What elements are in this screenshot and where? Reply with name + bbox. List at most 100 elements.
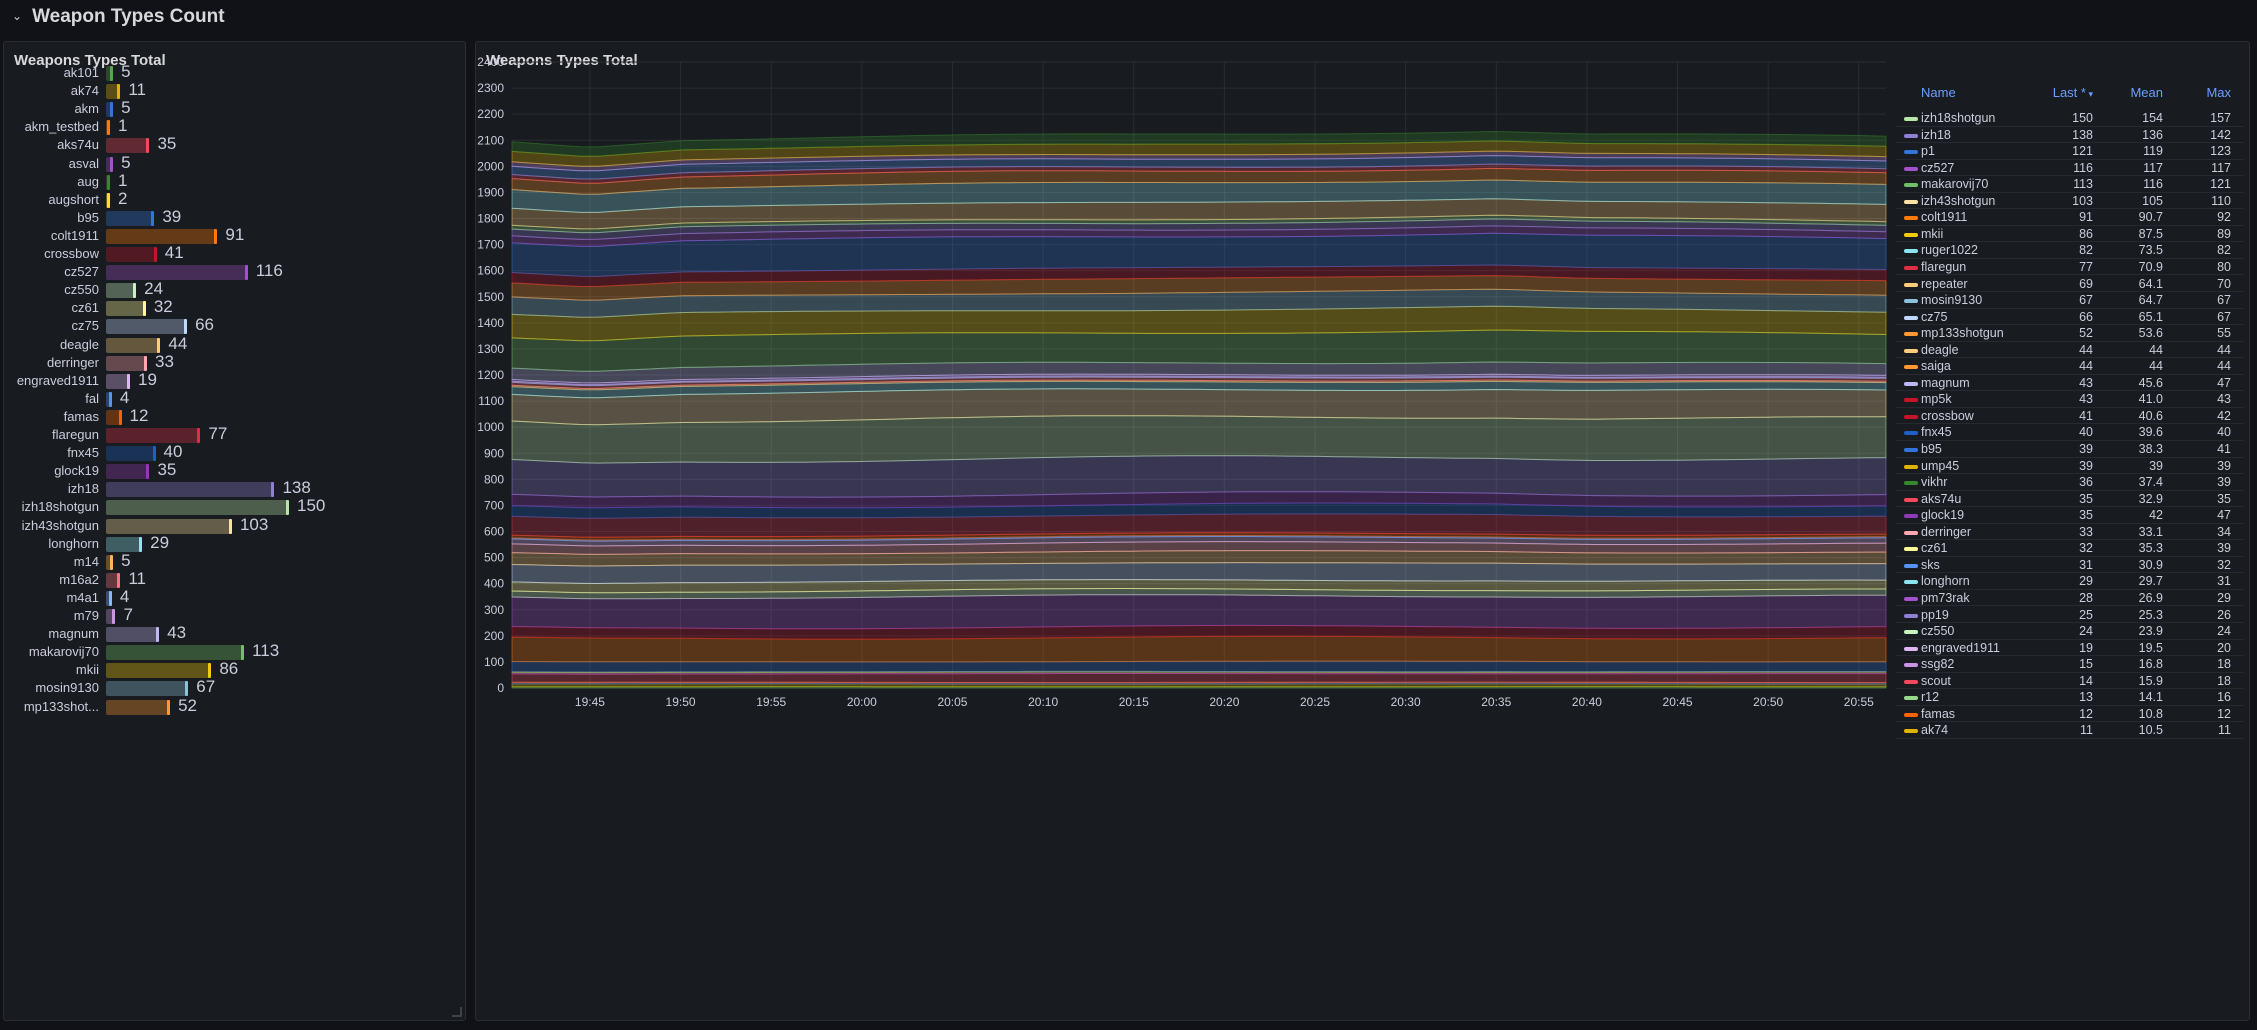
bar-row[interactable]: famas 12 [4,404,464,430]
legend-row[interactable]: engraved1911 19 19.5 20 [1896,640,2244,657]
legend-row[interactable]: mp5k 43 41.0 43 [1896,391,2244,408]
legend-row[interactable]: makarovij70 113 116 121 [1896,176,2244,193]
bar-row[interactable]: magnum 43 [4,621,464,647]
legend-row[interactable]: ak74 11 10.5 11 [1896,722,2244,739]
bar-row[interactable]: aug 1 [4,169,464,195]
legend-last: 67 [2079,293,2093,308]
legend-row[interactable]: izh43shotgun 103 105 110 [1896,193,2244,210]
bar-fill [106,536,143,552]
bar-row[interactable]: fnx45 40 [4,440,464,466]
bar-row[interactable]: cz61 32 [4,295,464,321]
bar-row[interactable]: colt1911 91 [4,223,464,249]
legend-last: 11 [2080,723,2093,738]
bar-row[interactable]: makarovij70 113 [4,639,464,665]
legend-row[interactable]: fnx45 40 39.6 40 [1896,424,2244,441]
bar-row[interactable]: deagle 44 [4,332,464,358]
legend-row[interactable]: longhorn 29 29.7 31 [1896,573,2244,590]
bar-cap [107,174,110,190]
bar-row[interactable]: b95 39 [4,205,464,231]
bar-row[interactable]: izh18 138 [4,476,464,502]
bar-row[interactable]: m16a2 11 [4,567,464,593]
bar-row[interactable]: fal 4 [4,386,464,412]
bar-row[interactable]: mosin9130 67 [4,675,464,701]
bar-row[interactable]: longhorn 29 [4,531,464,557]
bar-row[interactable]: cz527 116 [4,259,464,285]
bar-row[interactable]: izh43shotgun 103 [4,513,464,539]
bar-row[interactable]: m14 5 [4,549,464,575]
legend-mean: 45.6 [2138,375,2163,390]
legend-row[interactable]: aks74u 35 32.9 35 [1896,491,2244,508]
bar-row[interactable]: crossbow 41 [4,241,464,267]
legend-col-max[interactable]: Max [2206,85,2231,100]
bar-row[interactable]: akm_testbed 1 [4,114,464,140]
legend-row[interactable]: cz527 116 117 117 [1896,160,2244,177]
legend-row[interactable]: mosin9130 67 64.7 67 [1896,292,2244,309]
legend-row[interactable]: b95 39 38.3 41 [1896,441,2244,458]
bar-row[interactable]: flaregun 77 [4,422,464,448]
area-series [511,594,1887,630]
legend-row[interactable]: magnum 43 45.6 47 [1896,375,2244,392]
chevron-down-icon[interactable]: ⌄ [12,9,23,23]
legend-row[interactable]: izh18shotgun 150 154 157 [1896,110,2244,127]
bar-cap [110,66,114,81]
legend-row[interactable]: sks 31 30.9 32 [1896,557,2244,574]
bar-row[interactable]: m4a1 4 [4,585,464,611]
bar-row[interactable]: derringer 33 [4,350,464,376]
row-header[interactable]: ⌄ Weapon Types Count [0,0,2257,34]
legend-mean: 44 [2149,359,2163,374]
legend-row[interactable]: saiga 44 44 44 [1896,358,2244,375]
legend-row[interactable]: famas 12 10.8 12 [1896,706,2244,723]
legend-row[interactable]: flaregun 77 70.9 80 [1896,259,2244,276]
legend-col-name[interactable]: Name [1921,85,1956,100]
bar-fill [106,247,157,262]
resize-handle[interactable] [452,1007,462,1017]
legend-row[interactable]: r12 13 14.1 16 [1896,689,2244,706]
legend-col-last[interactable]: Last * ▾ [2008,85,2093,100]
bar-row[interactable]: mp133shot... 52 [4,694,464,720]
legend-row[interactable]: cz550 24 23.9 24 [1896,623,2244,640]
legend-row[interactable]: repeater 69 64.1 70 [1896,276,2244,292]
bar-row[interactable]: akm 5 [4,96,464,122]
bar-row[interactable]: glock19 35 [4,458,464,484]
legend-row[interactable]: mp133shotgun 52 53.6 55 [1896,325,2244,342]
legend-row[interactable]: scout 14 15.9 18 [1896,673,2244,690]
bar-row[interactable]: izh18shotgun 150 [4,494,464,520]
legend-name: magnum [1921,375,1970,390]
legend-col-mean[interactable]: Mean [2130,85,2163,100]
legend-row[interactable]: deagle 44 44 44 [1896,342,2244,359]
bar-row[interactable]: cz75 66 [4,313,464,339]
legend-row[interactable]: cz75 66 65.1 67 [1896,309,2244,326]
legend-row[interactable]: colt1911 91 90.7 92 [1896,209,2244,226]
legend-name: r12 [1921,690,1940,705]
legend-row[interactable]: pp19 25 25.3 26 [1896,607,2244,623]
legend-row[interactable]: izh18 138 136 142 [1896,127,2244,144]
legend-name: mp133shotgun [1921,326,2004,341]
bar-row[interactable]: asval 5 [4,151,464,177]
legend-row[interactable]: ssg82 15 16.8 18 [1896,656,2244,673]
bar-row[interactable]: cz550 24 [4,277,464,303]
legend-row[interactable]: mkii 86 87.5 89 [1896,226,2244,243]
legend-row[interactable]: glock19 35 42 47 [1896,507,2244,524]
legend-row[interactable]: ump45 39 39 39 [1896,458,2244,475]
bar-row[interactable]: augshort 2 [4,187,464,213]
x-tick-label: 20:20 [1209,695,1239,709]
legend-row[interactable]: cz61 32 35.3 39 [1896,540,2244,557]
bar-row[interactable]: ak101 5 [4,60,464,86]
bar-fill [106,66,114,81]
stacked-area-chart[interactable]: 0 100 200 300 400 500 600 700 800 900 1000 1100 1200… [476,42,1896,1022]
bar-row[interactable]: engraved1911 19 [4,368,464,394]
bar-row[interactable]: mkii 86 [4,657,464,683]
bar-label: mkii [75,662,99,678]
legend-row[interactable]: crossbow 41 40.6 42 [1896,408,2244,425]
bar-value: 138 [282,478,311,498]
legend-row[interactable]: derringer 33 33.1 34 [1896,524,2244,541]
bar-row[interactable]: m79 7 [4,603,464,629]
x-tick-label: 20:05 [937,695,967,709]
legend-row[interactable]: vikhr 36 37.4 39 [1896,474,2244,491]
legend-row[interactable]: ruger1022 82 73.5 82 [1896,242,2244,259]
legend-row[interactable]: p1 121 119 123 [1896,143,2244,160]
legend-row[interactable]: pm73rak 28 26.9 29 [1896,590,2244,607]
bar-cap [112,609,116,624]
bar-row[interactable]: ak74 11 [4,78,464,104]
bar-row[interactable]: aks74u 35 [4,132,464,158]
